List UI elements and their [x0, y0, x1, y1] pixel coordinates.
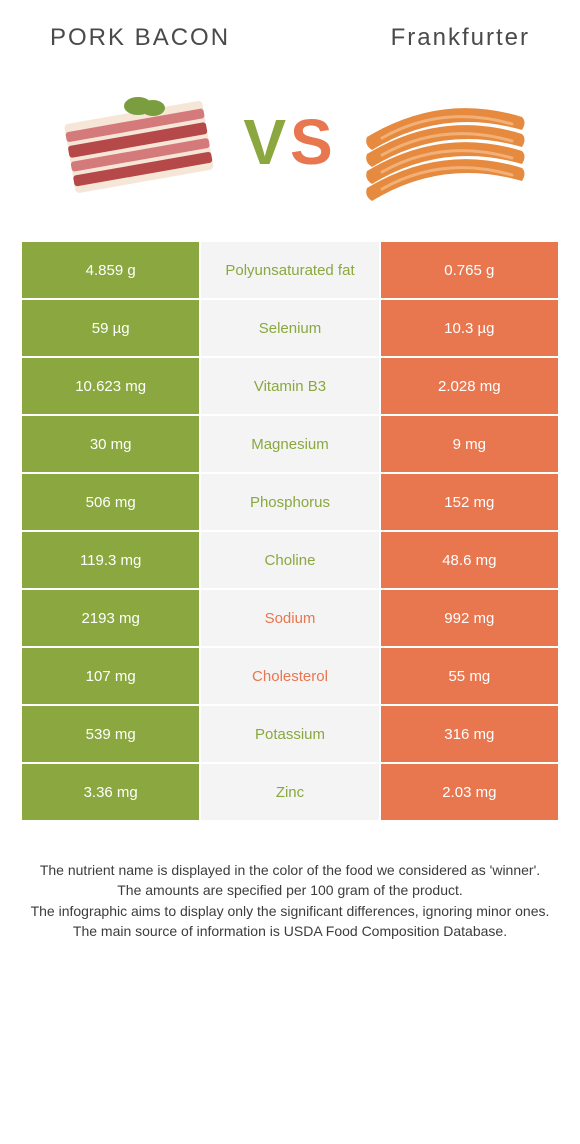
left-value-cell: 3.36 mg [22, 764, 199, 820]
left-value-cell: 2193 mg [22, 590, 199, 646]
nutrient-row: 30 mgMagnesium9 mg [22, 416, 558, 472]
nutrient-row: 10.623 mgVitamin B32.028 mg [22, 358, 558, 414]
nutrient-row: 107 mgCholesterol55 mg [22, 648, 558, 704]
nutrient-name-cell: Zinc [201, 764, 378, 820]
right-value-cell: 10.3 µg [381, 300, 558, 356]
right-value-cell: 992 mg [381, 590, 558, 646]
right-value-cell: 2.028 mg [381, 358, 558, 414]
footnote-line: The amounts are specified per 100 gram o… [30, 880, 550, 900]
left-value-cell: 506 mg [22, 474, 199, 530]
right-value-cell: 2.03 mg [381, 764, 558, 820]
left-value-cell: 10.623 mg [22, 358, 199, 414]
nutrient-name-cell: Polyunsaturated fat [201, 242, 378, 298]
nutrient-name-cell: Choline [201, 532, 378, 588]
right-value-cell: 55 mg [381, 648, 558, 704]
left-value-cell: 107 mg [22, 648, 199, 704]
right-value-cell: 9 mg [381, 416, 558, 472]
nutrient-row: 59 µgSelenium10.3 µg [22, 300, 558, 356]
right-value-cell: 152 mg [381, 474, 558, 530]
vs-v: V [243, 106, 290, 178]
left-value-cell: 119.3 mg [22, 532, 199, 588]
left-value-cell: 59 µg [22, 300, 199, 356]
left-value-cell: 539 mg [22, 706, 199, 762]
bacon-image [43, 72, 233, 212]
right-value-cell: 0.765 g [381, 242, 558, 298]
header-row: PORK BACON Frankfurter [0, 0, 580, 60]
nutrient-row: 3.36 mgZinc2.03 mg [22, 764, 558, 820]
footnote-line: The main source of information is USDA F… [30, 921, 550, 941]
footnote-line: The nutrient name is displayed in the co… [30, 860, 550, 880]
left-value-cell: 30 mg [22, 416, 199, 472]
nutrient-name-cell: Sodium [201, 590, 378, 646]
nutrient-row: 2193 mgSodium992 mg [22, 590, 558, 646]
nutrient-row: 506 mgPhosphorus152 mg [22, 474, 558, 530]
right-value-cell: 316 mg [381, 706, 558, 762]
nutrient-name-cell: Phosphorus [201, 474, 378, 530]
nutrient-name-cell: Cholesterol [201, 648, 378, 704]
left-food-title: PORK BACON [50, 24, 230, 52]
footnotes: The nutrient name is displayed in the co… [0, 820, 580, 941]
nutrient-row: 119.3 mgCholine48.6 mg [22, 532, 558, 588]
nutrient-name-cell: Vitamin B3 [201, 358, 378, 414]
frankfurter-image [347, 72, 537, 212]
right-value-cell: 48.6 mg [381, 532, 558, 588]
images-row: VS [0, 60, 580, 242]
nutrient-row: 4.859 gPolyunsaturated fat0.765 g [22, 242, 558, 298]
footnote-line: The infographic aims to display only the… [30, 901, 550, 921]
nutrient-name-cell: Selenium [201, 300, 378, 356]
nutrient-row: 539 mgPotassium316 mg [22, 706, 558, 762]
left-value-cell: 4.859 g [22, 242, 199, 298]
nutrient-name-cell: Magnesium [201, 416, 378, 472]
nutrient-table: 4.859 gPolyunsaturated fat0.765 g59 µgSe… [22, 242, 558, 820]
vs-label: VS [243, 105, 336, 179]
right-food-title: Frankfurter [391, 24, 530, 52]
vs-s: S [290, 106, 337, 178]
nutrient-name-cell: Potassium [201, 706, 378, 762]
